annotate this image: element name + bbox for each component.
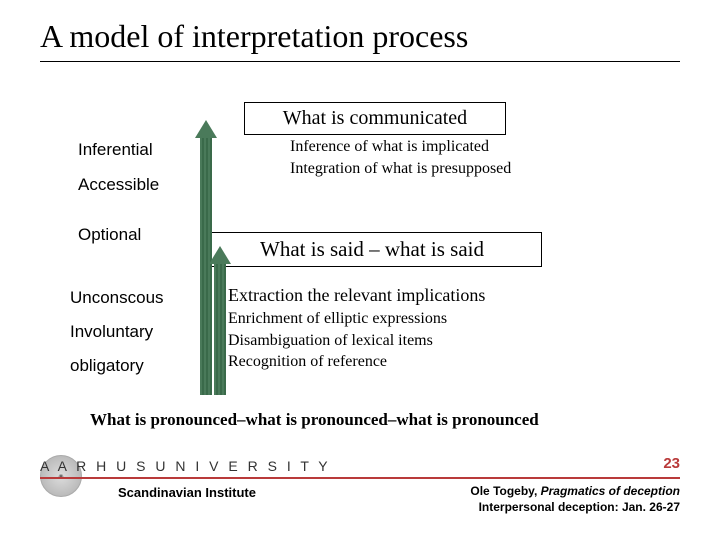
- arrow-large: [200, 135, 212, 395]
- box-said: What is said – what is said: [202, 232, 542, 267]
- footer-university: A A R H U S U N I V E R S I T Y 23: [40, 458, 680, 479]
- arrow-small: [214, 260, 226, 395]
- footer-credit: Ole Togeby, Pragmatics of deception Inte…: [470, 484, 680, 515]
- footer-univ-text: A A R H U S U N I V E R S I T Y: [40, 458, 331, 474]
- label-inferential: Inferential: [78, 140, 153, 160]
- pronounced-line: What is pronounced–what is pronounced–wh…: [90, 410, 539, 430]
- detail-inference: Inference of what is implicated Integrat…: [290, 136, 511, 179]
- slide-title: A model of interpretation process: [40, 18, 680, 62]
- credit-date: Interpersonal deception: Jan. 26-27: [479, 500, 680, 514]
- footer: A A R H U S U N I V E R S I T Y 23 Scand…: [40, 458, 680, 500]
- label-optional: Optional: [78, 225, 141, 245]
- label-accessible: Accessible: [78, 175, 159, 195]
- page-number: 23: [663, 455, 680, 472]
- arrow-large-head: [195, 120, 217, 138]
- credit-title: Pragmatics of deception: [541, 484, 680, 498]
- credit-author: Ole Togeby,: [470, 484, 540, 498]
- detail-enrichment: Enrichment of elliptic expressions Disam…: [228, 308, 447, 373]
- label-obligatory: obligatory: [70, 356, 144, 376]
- detail-extraction: Extraction the relevant implications: [228, 283, 485, 307]
- label-unconscious: Unconscous: [70, 288, 164, 308]
- label-involuntary: Involuntary: [70, 322, 153, 342]
- arrow-small-head: [209, 246, 231, 264]
- box-communicated: What is communicated: [244, 102, 506, 135]
